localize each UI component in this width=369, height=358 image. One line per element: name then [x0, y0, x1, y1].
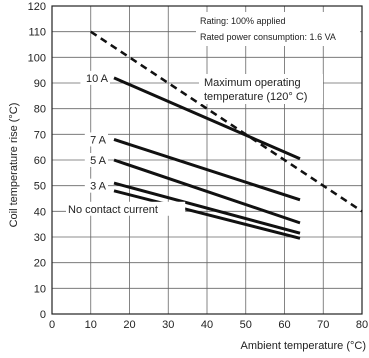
x-tick-label: 50 [240, 319, 252, 331]
series-label-bg [84, 132, 108, 147]
series-label: 7 A [90, 134, 107, 146]
series-label-bg [80, 70, 110, 85]
series-line [113, 181, 301, 235]
y-tick-label: 100 [28, 52, 46, 64]
x-tick-label: 70 [317, 319, 329, 331]
gridlines [51, 5, 363, 315]
y-tick-label: 70 [34, 129, 46, 141]
x-tick-label: 60 [278, 319, 290, 331]
tick-labels: 0 10 20 30 40 50 60 70 80 0 10 20 30 40 50 60 70 80 90 100 1… [28, 1, 368, 331]
series-label-bg [66, 201, 186, 216]
power-consumption-note: Rated power consumption: 1.6 VA [200, 32, 336, 42]
y-axis-label: Coil temperature rise (°C) [8, 103, 20, 228]
series-line [113, 76, 301, 161]
series-label: 5 A [90, 155, 107, 167]
y-tick-label: 10 [34, 283, 46, 295]
notes-bg [196, 12, 360, 46]
x-tick-label: 30 [162, 319, 174, 331]
y-tick-label: 50 [34, 181, 46, 193]
y-tick-label: 90 [34, 78, 46, 90]
y-tick-label: 110 [28, 27, 46, 39]
x-axis-label: Ambient temperature (°C) [241, 340, 366, 352]
y-tick-label: 20 [34, 258, 46, 270]
max-temperature-dashed-line [90, 30, 363, 213]
x-tick-label: 10 [85, 319, 97, 331]
series-line [113, 158, 301, 225]
series-label-bg [84, 153, 108, 167]
rating-note: Rating: 100% applied [200, 16, 286, 26]
y-tick-label: 30 [34, 232, 46, 244]
series-line [113, 189, 301, 240]
y-tick-label: 0 [40, 309, 46, 321]
y-tick-label: 80 [34, 104, 46, 116]
annotation-bg [199, 74, 323, 104]
series-label: No contact current [68, 204, 158, 216]
x-tick-label: 40 [201, 319, 213, 331]
series-labels: 10 A 7 A 5 A 3 A No contact current Maximum o… [66, 12, 360, 216]
series-label: 10 A [86, 73, 109, 85]
max-temperature-label: Maximum operating [204, 77, 301, 89]
y-tick-label: 40 [34, 206, 46, 218]
series-lines [90, 30, 363, 240]
series-label-bg [84, 178, 108, 193]
x-tick-label: 0 [49, 319, 55, 331]
y-tick-label: 120 [28, 1, 46, 13]
y-tick-label: 60 [34, 155, 46, 167]
series-label: 3 A [90, 181, 107, 193]
x-tick-label: 80 [356, 319, 368, 331]
plot-frame [51, 5, 363, 315]
x-tick-label: 20 [123, 319, 135, 331]
max-temperature-label: temperature (120° C) [204, 91, 307, 103]
series-line [113, 138, 301, 202]
